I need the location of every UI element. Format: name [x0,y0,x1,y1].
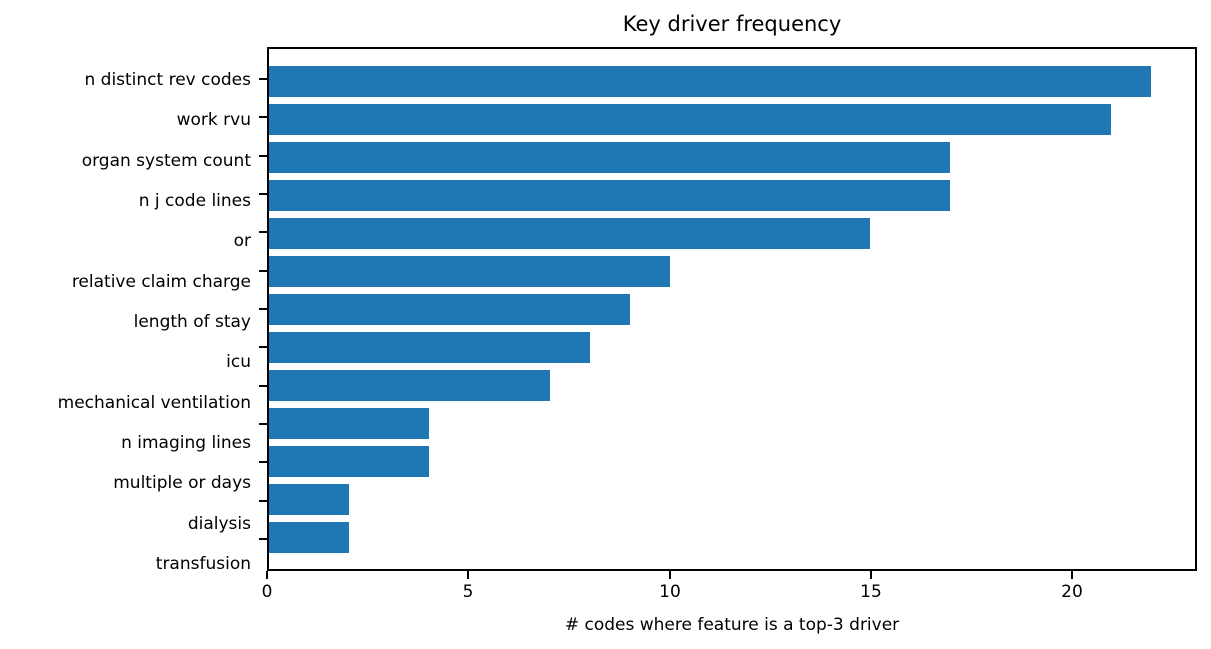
y-label-row: transfusion [0,544,251,584]
y-label-row: dialysis [0,503,251,543]
x-tick-label: 5 [462,582,474,602]
y-label-row: work rvu [0,100,251,140]
x-tick-mark [467,571,469,579]
y-label-row: n imaging lines [0,423,251,463]
bar: 4 [269,407,430,439]
y-tick-label: organ system count [81,150,251,171]
bar-row: 21 [269,100,1195,138]
plot-area: 2221171715109874422 [267,47,1197,571]
y-label-row: mechanical ventilation [0,383,251,423]
y-tick-label: icu [226,352,251,373]
chart-title: Key driver frequency [622,12,842,36]
y-label-row: organ system count [0,141,251,181]
y-tick-mark [259,270,267,272]
y-label-row: length of stay [0,302,251,342]
bar-row: 10 [269,252,1195,290]
y-tick-label: mechanical ventilation [57,392,251,413]
bar-row: 4 [269,404,1195,442]
bar: 9 [269,293,630,325]
y-tick-label: multiple or days [113,473,251,494]
y-label-row: or [0,221,251,261]
y-tick-label: n distinct rev codes [84,70,251,91]
bar-row: 2 [269,518,1195,556]
x-tick-mark [1071,571,1073,579]
bar: 21 [269,103,1111,135]
x-tick-mark [669,571,671,579]
bar-row: 7 [269,366,1195,404]
x-tick-label: 15 [860,582,882,602]
x-tick-mark [870,571,872,579]
y-tick-label: or [233,231,251,252]
bar: 7 [269,369,550,401]
x-axis-label: # codes where feature is a top-3 driver [564,615,900,635]
y-tick-label: length of stay [133,312,251,333]
y-tick-label: dialysis [187,513,251,534]
bar-row: 15 [269,214,1195,252]
y-tick-mark [259,423,267,425]
x-tick-label: 0 [261,582,273,602]
x-tick-mark [266,571,268,579]
y-tick-mark [259,385,267,387]
bar: 17 [269,179,951,211]
y-tick-label: n imaging lines [121,432,251,453]
bar-row: 17 [269,138,1195,176]
bar-row: 9 [269,290,1195,328]
y-axis-labels: n distinct rev codes work rvu organ system… [0,47,251,597]
y-tick-label: n j code lines [138,191,251,212]
bar: 2 [269,483,350,515]
y-tick-label: relative claim charge [71,271,251,292]
y-label-row: n distinct rev codes [0,60,251,100]
y-label-row: relative claim charge [0,262,251,302]
bar: 8 [269,331,590,363]
bar: 22 [269,65,1151,97]
y-tick-mark [259,500,267,502]
bar: 4 [269,445,430,477]
bar: 2 [269,521,350,553]
bar-row: 22 [269,62,1195,100]
y-tick-mark [259,538,267,540]
y-tick-mark [259,461,267,463]
y-tick-mark [259,231,267,233]
bar-row: 17 [269,176,1195,214]
bar: 15 [269,217,871,249]
y-tick-mark [259,78,267,80]
y-tick-mark [259,116,267,118]
x-tick-label: 20 [1061,582,1083,602]
y-label-row: icu [0,342,251,382]
y-label-row: n j code lines [0,181,251,221]
y-tick-mark [259,193,267,195]
y-label-row: multiple or days [0,463,251,503]
bar-row: 8 [269,328,1195,366]
y-tick-mark [259,155,267,157]
y-tick-label: transfusion [155,553,251,574]
y-tick-label: work rvu [176,110,251,131]
y-tick-mark [259,346,267,348]
bar-row: 4 [269,442,1195,480]
y-tick-mark [259,308,267,310]
bar: 10 [269,255,670,287]
bar: 17 [269,141,951,173]
bar-row: 2 [269,480,1195,518]
x-tick-label: 10 [659,582,681,602]
